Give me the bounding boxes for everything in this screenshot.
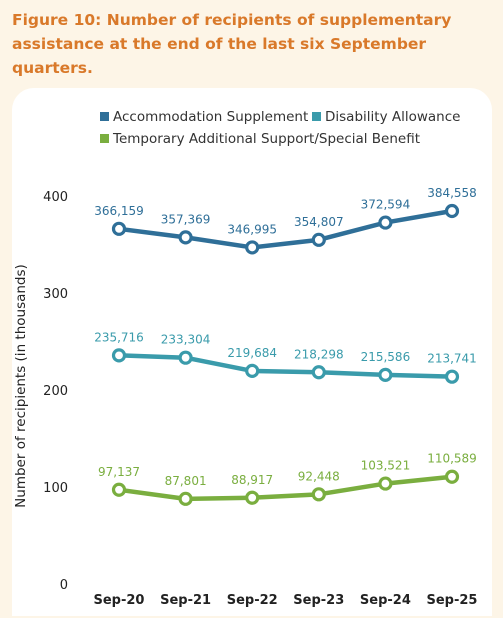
data-point-2-2 [245, 490, 260, 505]
x-tick-label-1: Sep-21 [160, 593, 211, 608]
data-label-1-0: 235,716 [94, 330, 144, 344]
data-label-1-4: 215,586 [361, 350, 411, 364]
data-point-2-3 [311, 487, 326, 502]
data-point-2-1 [178, 491, 193, 506]
legend-label-1: Disability Allowance [325, 109, 460, 125]
chart-panel [12, 88, 492, 616]
x-tick-label-4: Sep-24 [360, 593, 411, 608]
legend-swatch-0 [100, 112, 109, 121]
data-label-2-2: 88,917 [231, 473, 273, 487]
data-label-1-5: 213,741 [427, 352, 477, 366]
x-tick-label-0: Sep-20 [94, 593, 145, 608]
series-line-0 [116, 208, 455, 250]
y-tick-label-1: 100 [43, 481, 68, 496]
data-label-0-1: 357,369 [161, 212, 211, 226]
data-point-2-4 [378, 476, 393, 491]
x-tick-label-5: Sep-25 [427, 593, 478, 608]
series-line-1 [116, 353, 455, 379]
data-label-1-3: 218,298 [294, 347, 344, 361]
legend-label-0: Accommodation Supplement [113, 109, 308, 125]
data-point-1-4 [378, 367, 393, 382]
legend-swatch-2 [100, 134, 109, 143]
x-tick-label-3: Sep-23 [293, 593, 344, 608]
data-point-2-0 [111, 482, 127, 497]
y-tick-label-2: 200 [43, 384, 68, 399]
data-label-1-2: 219,684 [227, 346, 277, 360]
data-point-1-0 [111, 348, 127, 363]
data-label-0-0: 366,159 [94, 204, 144, 218]
data-point-0-4 [378, 215, 393, 230]
data-point-0-2 [245, 240, 260, 255]
data-label-2-0: 97,137 [98, 465, 140, 479]
series-line-2 [116, 474, 455, 502]
data-point-2-5 [444, 469, 460, 484]
data-point-1-2 [245, 363, 260, 379]
legend-swatch-1 [312, 112, 321, 121]
data-point-1-5 [444, 369, 460, 384]
data-label-2-5: 110,589 [427, 452, 477, 466]
chart-title: Figure 10: Number of recipients of suppl… [12, 11, 452, 77]
y-tick-label-3: 300 [43, 287, 68, 302]
y-tick-label-4: 400 [43, 190, 68, 205]
data-point-0-0 [111, 221, 127, 236]
data-point-0-1 [178, 230, 193, 245]
data-point-1-1 [178, 350, 193, 365]
legend-label-2: Temporary Additional Support/Special Ben… [112, 131, 420, 147]
data-point-0-5 [444, 203, 460, 219]
data-label-1-1: 233,304 [161, 333, 211, 347]
data-point-0-3 [311, 232, 326, 247]
data-label-0-3: 354,807 [294, 215, 344, 229]
x-tick-label-2: Sep-22 [227, 593, 278, 608]
data-label-2-3: 92,448 [298, 469, 340, 483]
data-label-2-4: 103,521 [361, 459, 411, 473]
data-point-1-3 [311, 365, 326, 380]
data-label-0-2: 346,995 [227, 222, 277, 236]
data-label-0-5: 384,558 [427, 186, 477, 200]
y-tick-label-0: 0 [60, 578, 68, 593]
data-label-0-4: 372,594 [361, 198, 411, 212]
y-axis-label: Number of recipients (in thousands) [13, 264, 29, 508]
data-label-2-1: 87,801 [165, 474, 207, 488]
